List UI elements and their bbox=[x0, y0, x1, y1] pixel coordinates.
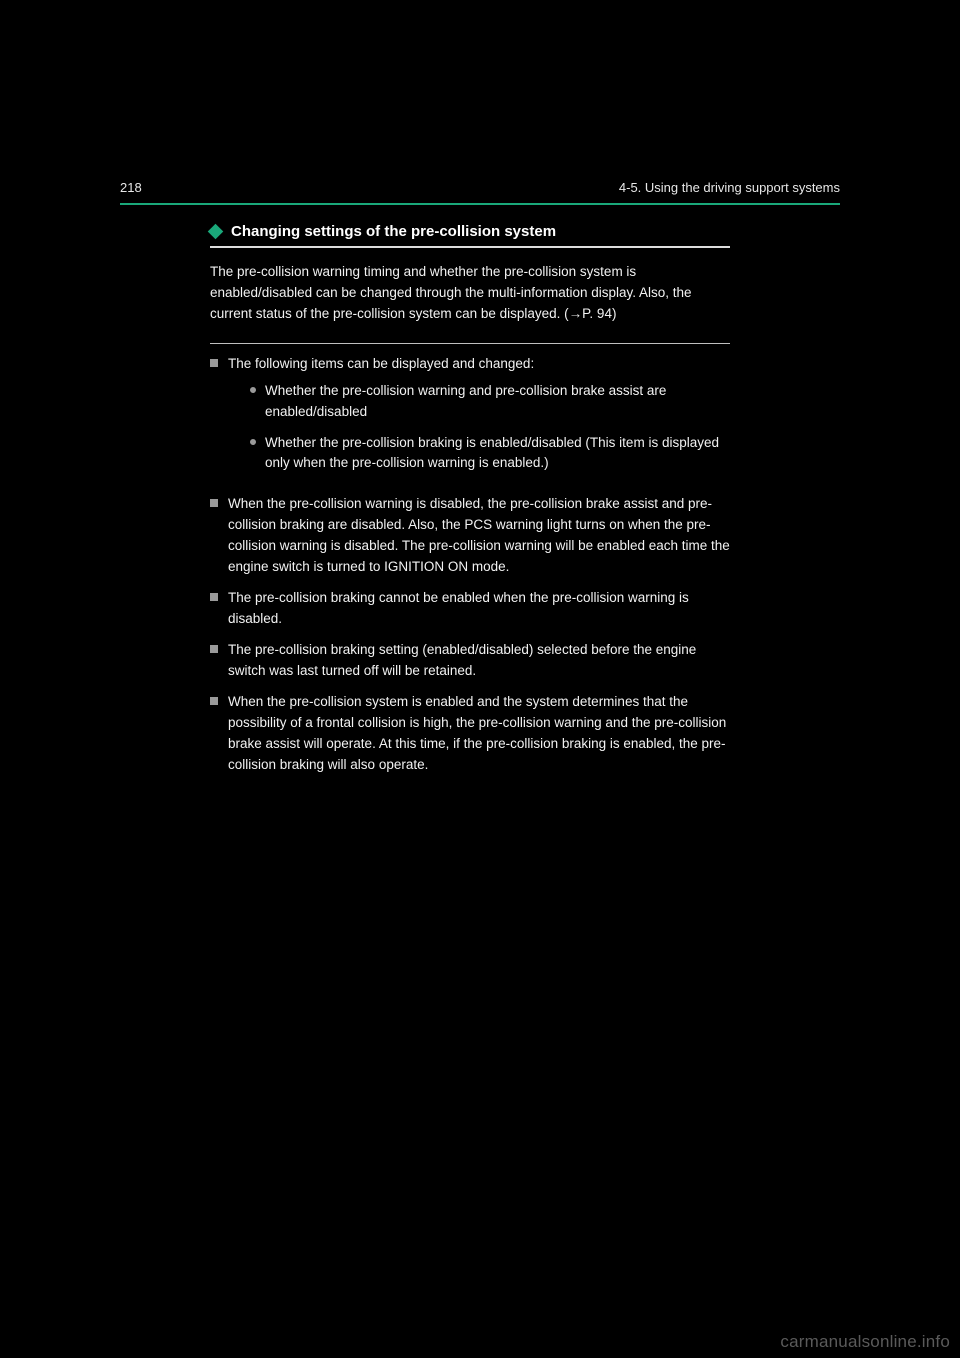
list-item-text: The pre-collision braking setting (enabl… bbox=[228, 640, 730, 682]
list-item: The pre-collision braking cannot be enab… bbox=[210, 588, 730, 630]
watermark: carmanualsonline.info bbox=[780, 1332, 950, 1352]
sub-item-text: Whether the pre-collision warning and pr… bbox=[265, 381, 730, 423]
sub-item-text: Whether the pre-collision braking is ena… bbox=[265, 433, 730, 475]
sub-list-item: Whether the pre-collision braking is ena… bbox=[250, 433, 730, 475]
section-rule bbox=[210, 246, 730, 248]
page-number: 218 bbox=[120, 180, 142, 195]
list-item-text: The pre-collision braking cannot be enab… bbox=[228, 588, 730, 630]
list-item-text: When the pre-collision warning is disabl… bbox=[228, 494, 730, 578]
list-item: The following items can be displayed and… bbox=[210, 354, 730, 485]
list-item-text: The following items can be displayed and… bbox=[228, 356, 534, 371]
list-item: When the pre-collision warning is disabl… bbox=[210, 494, 730, 578]
feature-list: The following items can be displayed and… bbox=[210, 354, 730, 776]
list-item: The pre-collision braking setting (enabl… bbox=[210, 640, 730, 682]
square-bullet-icon bbox=[210, 697, 218, 705]
section-title: Changing settings of the pre-collision s… bbox=[231, 223, 556, 240]
divider-rule bbox=[210, 343, 730, 344]
header-rule bbox=[120, 203, 840, 205]
dot-bullet-icon bbox=[250, 387, 256, 393]
sub-list-item: Whether the pre-collision warning and pr… bbox=[250, 381, 730, 423]
sub-list: Whether the pre-collision warning and pr… bbox=[250, 381, 730, 475]
square-bullet-icon bbox=[210, 359, 218, 367]
dot-bullet-icon bbox=[250, 439, 256, 445]
square-bullet-icon bbox=[210, 645, 218, 653]
chapter-title: 4-5. Using the driving support systems bbox=[619, 180, 840, 195]
section-intro: The pre-collision warning timing and whe… bbox=[210, 262, 730, 325]
square-bullet-icon bbox=[210, 499, 218, 507]
list-item-text: When the pre-collision system is enabled… bbox=[228, 692, 730, 776]
square-bullet-icon bbox=[210, 593, 218, 601]
list-item: When the pre-collision system is enabled… bbox=[210, 692, 730, 776]
diamond-icon bbox=[208, 224, 224, 240]
